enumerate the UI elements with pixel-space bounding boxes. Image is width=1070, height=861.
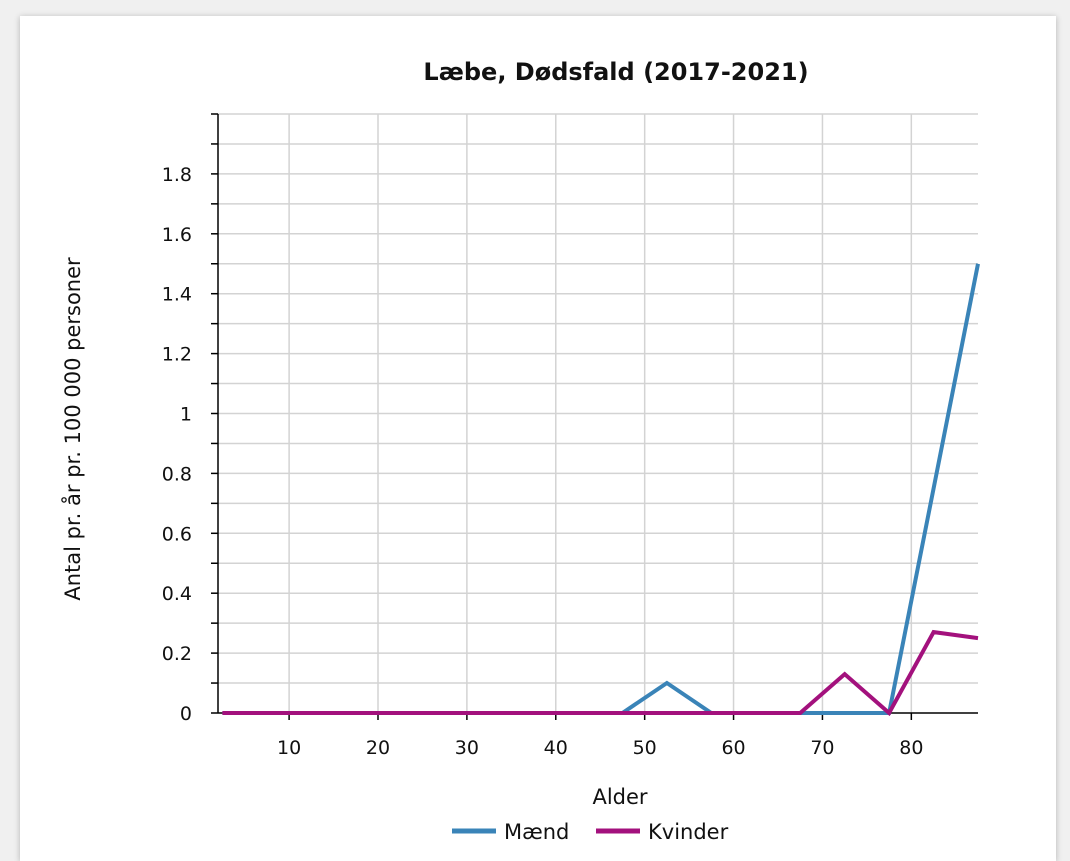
chart-card: Læbe, Dødsfald (2017-2021) 0 0.2 0.4 0.6 0.8… [20, 16, 1056, 861]
series-line-mænd [222, 263, 980, 715]
chart-title: Læbe, Dødsfald (2017-2021) [423, 58, 808, 86]
y-tick-label: 0.8 [162, 463, 192, 485]
legend: Mænd Kvinder [452, 820, 729, 844]
y-tick-label: 1.8 [162, 164, 192, 186]
line-chart: Læbe, Dødsfald (2017-2021) 0 0.2 0.4 0.6 0.8… [60, 58, 980, 844]
x-axis-label: Alder [592, 785, 647, 809]
y-tick-label: 1.6 [162, 224, 192, 246]
x-tick-label: 30 [455, 737, 479, 759]
x-tick-label: 70 [810, 737, 834, 759]
y-tick-label: 0.4 [162, 583, 192, 605]
x-tick-label: 80 [899, 737, 923, 759]
series-line-kvinder [222, 629, 979, 717]
x-tick-label: 10 [277, 737, 301, 759]
y-tick-label: 1.4 [162, 284, 192, 306]
legend-label: Mænd [504, 820, 569, 844]
y-tick-label: 1 [180, 404, 192, 426]
x-tick-label: 50 [633, 737, 657, 759]
y-tick-label: 0.2 [162, 643, 192, 665]
series-lines [222, 263, 980, 717]
y-axis-label: Antal pr. år pr. 100 000 personer [60, 257, 85, 601]
y-tick-label: 0 [180, 703, 192, 725]
legend-label: Kvinder [648, 820, 729, 844]
x-tick-label: 20 [366, 737, 390, 759]
y-tick-label: 1.2 [162, 344, 192, 366]
x-tick-label: 40 [544, 737, 568, 759]
axes: 0 0.2 0.4 0.6 0.8 1 1.2 1.4 1.6 1.8 10 20 30 40 50 60 70… [162, 113, 978, 759]
grid-lines [218, 113, 978, 713]
y-tick-label: 0.6 [162, 523, 192, 545]
x-tick-label: 60 [721, 737, 745, 759]
